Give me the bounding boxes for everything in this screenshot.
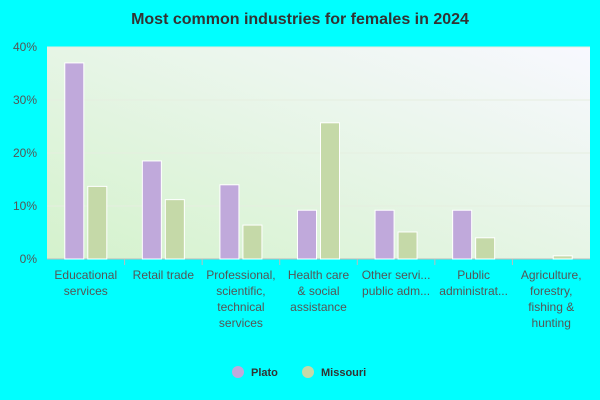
x-tick-label-line: services — [64, 284, 108, 298]
bar — [219, 184, 240, 260]
bar — [397, 231, 418, 260]
legend-label: Missouri — [321, 367, 366, 379]
x-tick-label-line: Public — [457, 268, 490, 282]
bar — [374, 209, 395, 260]
x-tick-label-line: technical — [217, 300, 264, 314]
bar — [64, 62, 85, 260]
x-tick-label-line: assistance — [290, 300, 347, 314]
bar — [141, 160, 162, 260]
x-tick-label-line: & social — [297, 284, 339, 298]
y-tick-label: 10% — [13, 199, 37, 213]
x-tick-label-line: services — [219, 316, 263, 330]
y-tick-label: 20% — [13, 146, 37, 160]
chart-title: Most common industries for females in 20… — [131, 11, 469, 28]
x-tick-label: Professional, scientific, technical service… — [206, 268, 275, 330]
bar — [87, 185, 108, 260]
x-tick-label: Educational services — [54, 268, 117, 298]
x-tick-label-line: fishing & — [528, 300, 574, 314]
bar — [320, 122, 340, 260]
legend-marker — [302, 366, 314, 378]
x-tick-label: Public administrat... — [439, 268, 508, 298]
x-tick-label-line: Retail trade — [133, 268, 195, 282]
x-tick-label-line: scientific, — [216, 284, 265, 298]
x-tick-label-line: Health care — [288, 268, 350, 282]
legend-marker — [232, 366, 244, 378]
x-tick-label: Health care & social assistance — [288, 268, 350, 314]
bar — [552, 255, 573, 260]
bar — [164, 199, 185, 260]
x-tick-label-line: public adm... — [362, 284, 430, 298]
bar — [452, 209, 473, 260]
legend-label: Plato — [251, 367, 278, 379]
x-tick-label-line: hunting — [532, 316, 571, 330]
y-tick-label: 30% — [13, 93, 37, 107]
x-tick-label: Retail trade — [133, 268, 195, 282]
x-tick-label-line: Educational — [54, 268, 117, 282]
bar — [242, 224, 263, 260]
x-tick-label: Agriculture, forestry, fishing & hunting — [521, 268, 582, 330]
x-tick-label-line: forestry, — [530, 284, 572, 298]
x-tick-label-line: Other servi... — [362, 268, 431, 282]
y-tick-label: 0% — [20, 252, 38, 266]
x-tick-label: Other servi... public adm... — [362, 268, 431, 298]
bar — [297, 209, 317, 260]
x-tick-label-line: administrat... — [439, 284, 508, 298]
bar — [475, 237, 496, 260]
y-tick-label: 40% — [13, 40, 37, 54]
x-tick-label-line: Agriculture, — [521, 268, 582, 282]
x-tick-label-line: Professional, — [206, 268, 275, 282]
